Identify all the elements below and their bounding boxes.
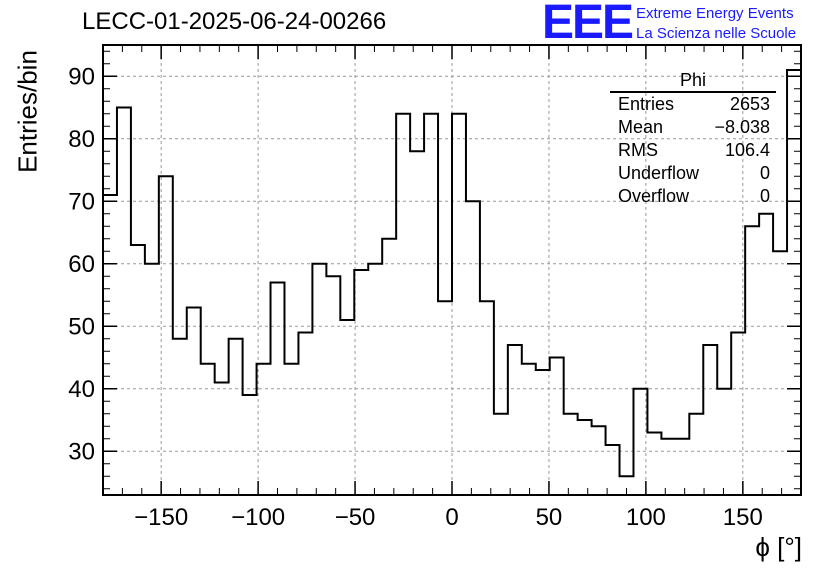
x-tick-label: −50 [335, 504, 376, 531]
stats-value: 2653 [729, 94, 770, 114]
stats-label: Entries [618, 94, 675, 114]
stats-row-mean: Mean −8.038 [610, 116, 776, 139]
chart-title: LECC-01-2025-06-24-00266 [82, 8, 387, 35]
y-tick-label: 70 [68, 188, 95, 215]
stats-value: 106.4 [724, 140, 770, 160]
eee-logo: EEE [542, 0, 634, 49]
logo-line-2: La Scienza nelle Scuole [636, 25, 797, 42]
y-tick-label: 80 [68, 126, 95, 153]
y-tick-label: 40 [68, 376, 95, 403]
stats-label: Underflow [618, 163, 700, 183]
y-axis-label: Entries/bin [12, 50, 43, 173]
y-tick-label: 50 [68, 313, 95, 340]
stats-value: 0 [759, 163, 770, 183]
x-tick-label: 50 [536, 504, 563, 531]
plot-frame [102, 44, 802, 496]
axis-tick-labels: −150 −100 −50 0 50 100 150 30 40 50 60 70 80 90 [68, 63, 763, 531]
stats-row-overflow: Overflow 0 [610, 185, 776, 208]
x-tick-label: −150 [134, 504, 188, 531]
logo-line-1: Extreme Energy Events [636, 5, 794, 22]
axis-ticks [102, 45, 802, 495]
stats-row-rms: RMS 106.4 [610, 139, 776, 162]
x-tick-label: −100 [231, 504, 285, 531]
stats-header: Phi [610, 70, 776, 93]
stats-row-entries: Entries 2653 [610, 93, 776, 116]
histogram-line [103, 69, 801, 478]
logo-text: Extreme Energy Events La Scienza nelle S… [636, 4, 796, 44]
stats-label: RMS [618, 140, 658, 160]
y-tick-label: 90 [68, 63, 95, 90]
x-tick-label: 150 [723, 504, 763, 531]
y-tick-label: 30 [68, 438, 95, 465]
y-tick-label: 60 [68, 251, 95, 278]
stats-value: −8.038 [714, 117, 770, 137]
stats-label: Overflow [618, 186, 690, 206]
stats-box: Phi Entries 2653 Mean −8.038 RMS 106.4 U… [610, 70, 776, 208]
x-axis-label: ϕ [°] [755, 532, 802, 562]
x-tick-label: 100 [626, 504, 666, 531]
stats-label: Mean [618, 117, 664, 137]
stats-row-underflow: Underflow 0 [610, 162, 776, 185]
stats-value: 0 [759, 186, 770, 206]
x-tick-label: 0 [445, 504, 458, 531]
